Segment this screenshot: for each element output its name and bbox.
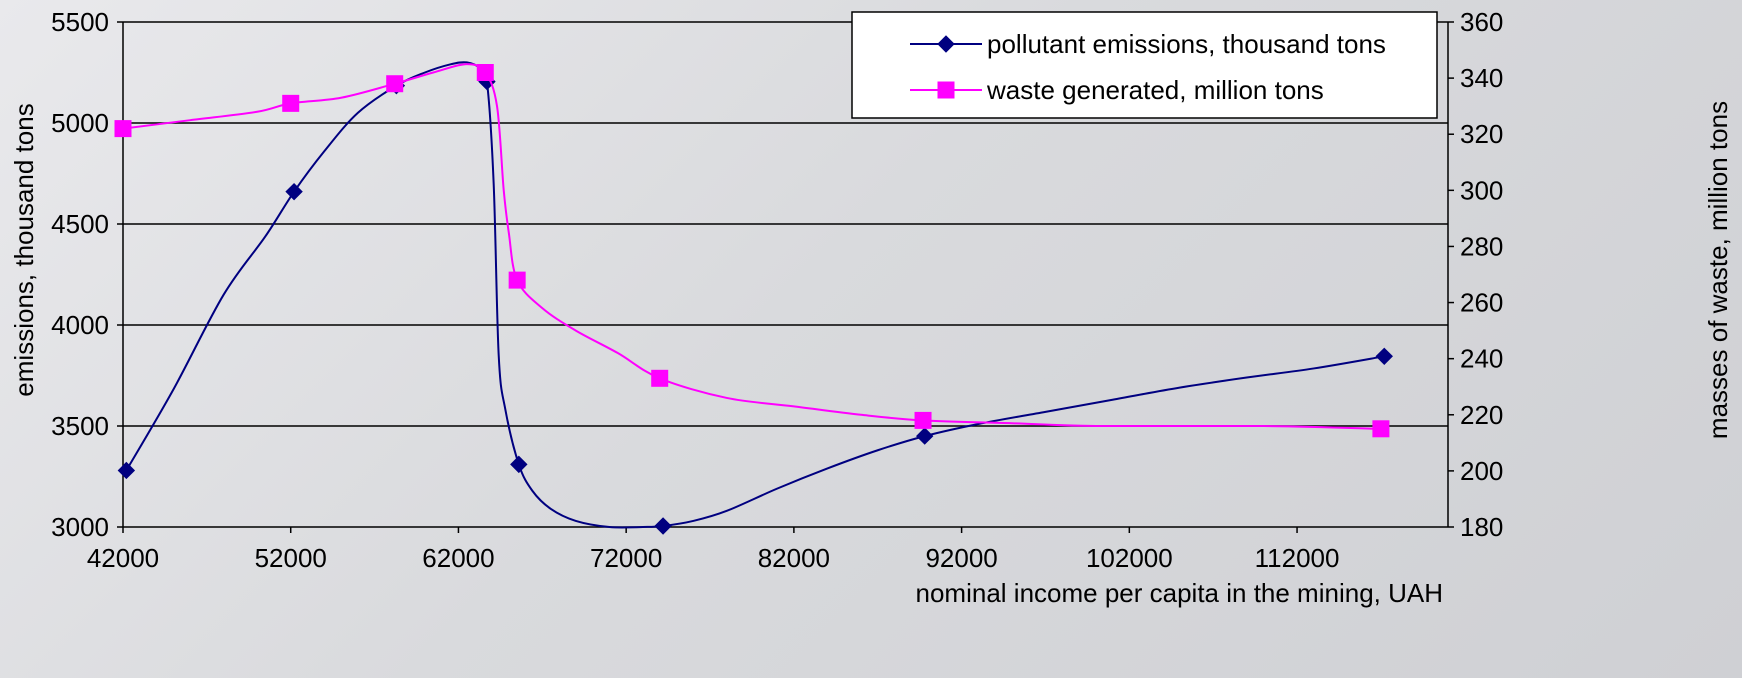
legend-label: waste generated, million tons bbox=[986, 75, 1324, 105]
data-point bbox=[1375, 347, 1393, 366]
data-point bbox=[114, 120, 132, 138]
data-point bbox=[386, 75, 404, 93]
y-right-tick-label: 360 bbox=[1460, 7, 1503, 37]
y-right-tick-label: 220 bbox=[1460, 400, 1503, 430]
x-tick-label: 102000 bbox=[1086, 543, 1173, 573]
data-point bbox=[916, 427, 934, 445]
y-right-tick-label: 240 bbox=[1460, 344, 1503, 374]
legend-label: pollutant emissions, thousand tons bbox=[987, 29, 1386, 59]
data-point bbox=[914, 411, 932, 429]
legend-box bbox=[851, 11, 1438, 119]
series-line bbox=[125, 61, 1385, 529]
series-waste bbox=[114, 63, 1390, 438]
x-tick-label: 62000 bbox=[422, 543, 494, 573]
data-point bbox=[285, 182, 303, 201]
data-point bbox=[1372, 420, 1390, 438]
x-tick-label: 82000 bbox=[758, 543, 830, 573]
y-left-tick-label: 5000 bbox=[51, 108, 109, 138]
data-point bbox=[508, 271, 526, 289]
x-tick-label: 112000 bbox=[1255, 543, 1340, 573]
y-left-tick-label: 4500 bbox=[51, 209, 109, 239]
series-layer bbox=[114, 61, 1393, 535]
x-axis-ticks: 42000 52000 62000 72000 82000 92000 102000 1120… bbox=[87, 527, 1340, 573]
y-right-axis-ticks: 180 200 220 240 260 280 300 320 340 360 bbox=[1448, 7, 1503, 542]
data-point bbox=[651, 369, 669, 387]
data-point bbox=[510, 455, 528, 474]
y-left-tick-label: 3000 bbox=[51, 512, 109, 542]
y-right-tick-label: 260 bbox=[1460, 288, 1503, 318]
y-left-axis-title: emissions, thousand tons bbox=[9, 103, 39, 396]
x-tick-label: 42000 bbox=[87, 543, 159, 573]
legend-marker bbox=[937, 35, 955, 53]
y-right-tick-label: 180 bbox=[1460, 512, 1503, 542]
data-point bbox=[476, 64, 494, 81]
x-tick-label: 92000 bbox=[925, 543, 997, 573]
y-left-axis-ticks: 3000 3500 4000 4500 5000 5500 bbox=[51, 7, 123, 542]
x-axis-title: nominal income per capita in the mining,… bbox=[916, 578, 1443, 608]
y-left-tick-label: 3500 bbox=[51, 411, 109, 441]
y-right-tick-label: 320 bbox=[1460, 119, 1503, 149]
y-right-tick-label: 280 bbox=[1460, 231, 1503, 261]
y-left-tick-label: 4000 bbox=[51, 310, 109, 340]
y-right-tick-label: 200 bbox=[1460, 456, 1503, 486]
x-tick-label: 52000 bbox=[255, 543, 327, 573]
data-point bbox=[282, 94, 300, 112]
series-line bbox=[122, 63, 1381, 430]
x-tick-label: 72000 bbox=[590, 543, 662, 573]
y-right-tick-label: 340 bbox=[1460, 63, 1503, 93]
data-point bbox=[117, 461, 136, 480]
data-point bbox=[654, 517, 672, 535]
y-left-tick-label: 5500 bbox=[51, 7, 109, 37]
legend: pollutant emissions, thousand tons waste … bbox=[851, 11, 1438, 119]
legend-marker bbox=[937, 81, 955, 99]
y-right-axis-title: masses of waste, million tons bbox=[1703, 101, 1733, 439]
series-emissions bbox=[117, 61, 1393, 535]
y-right-tick-label: 300 bbox=[1460, 175, 1503, 205]
